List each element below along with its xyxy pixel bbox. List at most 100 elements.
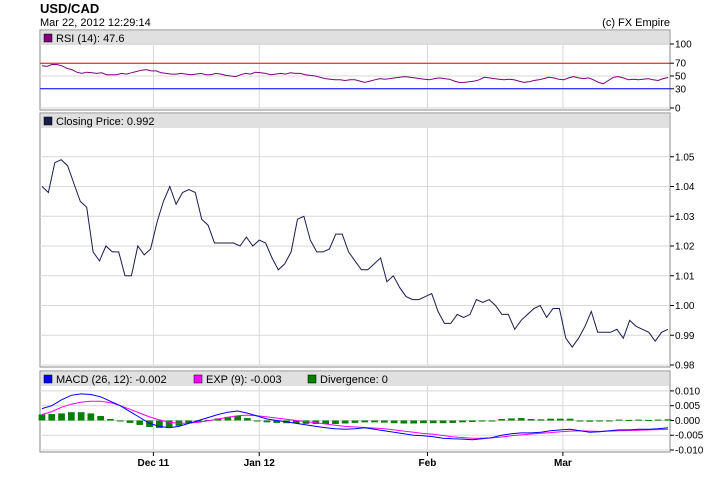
divergence-bar — [517, 418, 525, 421]
divergence-bar — [68, 412, 75, 421]
divergence-bar — [420, 420, 427, 424]
divergence-bar — [156, 420, 163, 428]
divergence-legend-label: Divergence: 0 — [320, 374, 388, 386]
divergence-bar — [508, 418, 515, 421]
price-legend-bar — [41, 114, 669, 128]
price-ytick-label: 1.01 — [675, 271, 695, 282]
divergence-bar — [253, 420, 261, 422]
divergence-legend-swatch — [307, 374, 317, 384]
divergence-bar — [332, 420, 339, 424]
divergence-bar — [361, 420, 369, 423]
divergence-bar — [625, 419, 633, 421]
macd-line — [41, 393, 669, 441]
divergence-bar — [469, 420, 476, 422]
rsi-ytick-label: 70 — [675, 59, 687, 70]
divergence-bar — [292, 420, 300, 424]
divergence-bar — [557, 418, 564, 421]
price-ytick-label: 1.05 — [675, 152, 695, 163]
divergence-bar — [410, 420, 417, 424]
divergence-bar — [547, 418, 554, 421]
macd-legend-swatch — [43, 374, 53, 384]
divergence-bar — [273, 420, 281, 423]
exp-legend-swatch — [193, 374, 203, 384]
divergence-bar — [195, 420, 202, 423]
divergence-bar — [126, 420, 134, 423]
divergence-bar — [459, 420, 466, 423]
rsi-legend-swatch — [43, 33, 53, 43]
divergence-bar — [527, 419, 535, 421]
price-ytick-label: 1.04 — [675, 182, 695, 193]
divergence-bar — [48, 414, 56, 421]
closing-legend-label: Closing Price: 0.992 — [56, 116, 154, 128]
closing-price-line — [41, 159, 669, 348]
divergence-bar — [488, 420, 496, 422]
price-ytick-label: 1.03 — [675, 212, 695, 223]
divergence-bar — [185, 420, 192, 424]
divergence-bar — [351, 420, 359, 423]
exp-legend-label: EXP (9): -0.003 — [206, 374, 282, 386]
macd-ytick-label: 0.000 — [675, 416, 700, 427]
price-ytick-label: 1.00 — [675, 301, 695, 312]
divergence-bar — [615, 419, 623, 421]
divergence-bar — [390, 420, 398, 424]
divergence-bar — [635, 419, 642, 421]
divergence-bar — [244, 418, 251, 421]
macd-legend-label: MACD (26, 12): -0.002 — [56, 374, 167, 386]
x-tick-label: Feb — [419, 458, 437, 469]
divergence-bar — [97, 416, 104, 421]
divergence-bar — [322, 420, 329, 424]
x-tick-label: Dec 11 — [138, 458, 170, 469]
price-frame — [39, 112, 671, 368]
divergence-bar — [586, 420, 594, 422]
divergence-bar — [449, 420, 457, 423]
divergence-bar — [478, 420, 486, 422]
exp-line — [41, 400, 669, 439]
rsi-line — [41, 64, 669, 85]
divergence-bar — [664, 419, 672, 421]
price-ytick-label: 0.99 — [675, 331, 695, 342]
divergence-bar — [605, 420, 613, 422]
rsi-ytick-label: 0 — [675, 104, 681, 115]
divergence-bar — [38, 414, 46, 421]
divergence-bar — [136, 420, 144, 425]
divergence-bar — [165, 420, 173, 427]
divergence-bar — [58, 413, 65, 421]
chart-title: USD/CAD — [40, 1, 100, 16]
divergence-bar — [224, 416, 232, 421]
x-tick-label: Mar — [554, 458, 572, 469]
macd-ytick-label: -0.005 — [675, 431, 704, 442]
divergence-bar — [107, 419, 114, 421]
divergence-bar — [576, 420, 584, 422]
rsi-legend-label: RSI (14): 47.6 — [56, 33, 124, 45]
divergence-bar — [77, 412, 85, 421]
macd-ytick-label: 0.010 — [675, 386, 700, 397]
rsi-ytick-label: 100 — [675, 40, 692, 51]
rsi-ytick-label: 30 — [675, 84, 687, 95]
divergence-bar — [341, 420, 349, 424]
divergence-bar — [302, 420, 310, 424]
divergence-bar — [371, 420, 378, 423]
divergence-bar — [596, 420, 603, 422]
x-tick-label: Jan 12 — [244, 458, 276, 469]
divergence-bar — [87, 413, 95, 421]
divergence-bar — [116, 420, 124, 422]
closing-legend-swatch — [43, 116, 53, 126]
divergence-bar — [439, 420, 447, 424]
divergence-bar — [312, 420, 320, 424]
divergence-bar — [645, 419, 652, 421]
macd-ytick-label: -0.010 — [675, 446, 704, 457]
price-ytick-label: 1.02 — [675, 242, 695, 253]
macd-ytick-label: 0.005 — [675, 401, 700, 412]
divergence-bar — [537, 419, 545, 421]
rsi-ytick-label: 50 — [675, 72, 687, 83]
divergence-bar — [263, 420, 271, 423]
divergence-bar — [381, 420, 388, 423]
divergence-bar — [498, 419, 505, 421]
divergence-bar — [429, 420, 437, 424]
credit-text: (c) FX Empire — [602, 17, 670, 29]
divergence-bar — [400, 420, 408, 424]
divergence-bar — [566, 418, 574, 421]
rsi-legend-bar — [41, 31, 669, 45]
timestamp: Mar 22, 2012 12:29:14 — [40, 17, 151, 29]
